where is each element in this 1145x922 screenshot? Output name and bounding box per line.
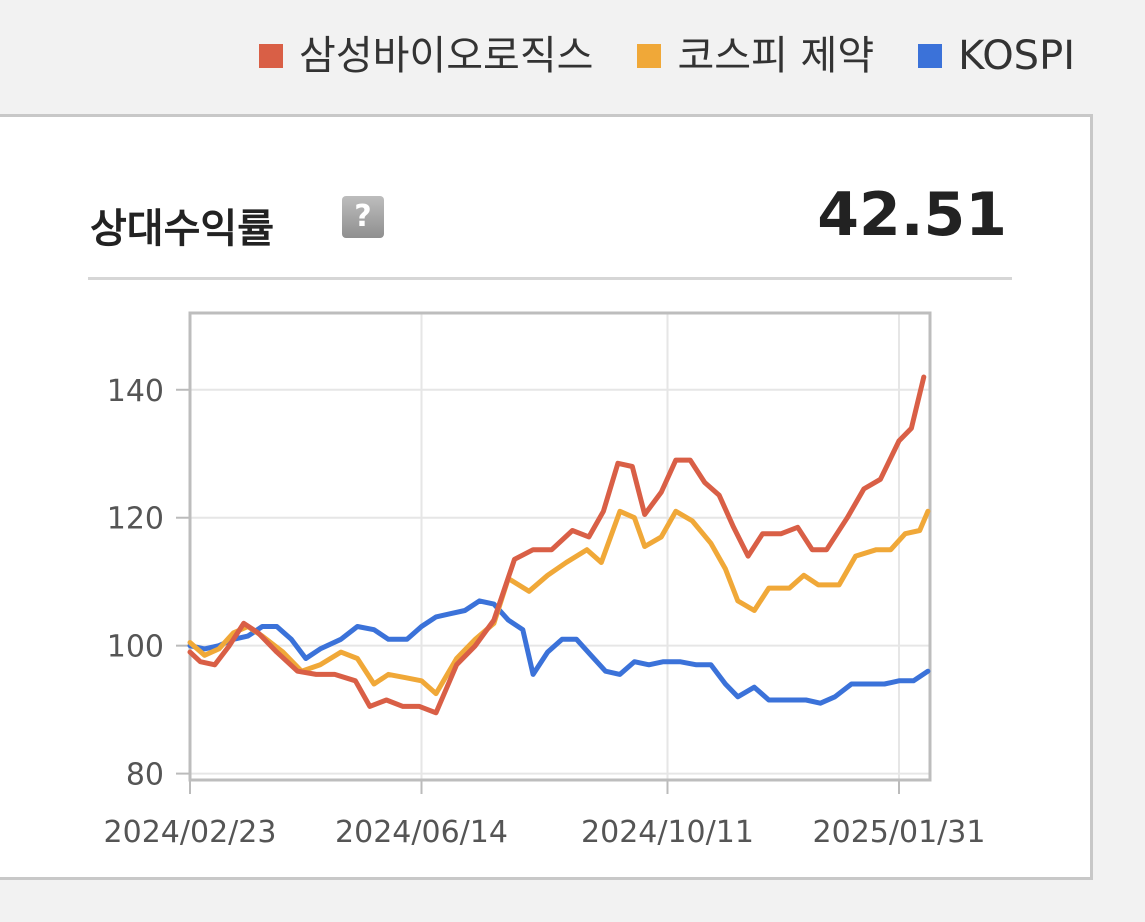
legend: 삼성바이오로직스 코스피 제약 KOSPI bbox=[0, 0, 1145, 112]
metric-label: 상대수익률 bbox=[90, 206, 274, 252]
y-tick-label: 140 bbox=[107, 374, 164, 409]
x-tick-label: 2025/01/31 bbox=[813, 815, 986, 850]
legend-swatch bbox=[637, 44, 662, 68]
plot-frame bbox=[188, 311, 932, 782]
y-tick-label: 120 bbox=[107, 502, 164, 537]
legend-swatch bbox=[259, 44, 284, 68]
legend-item: KOSPI bbox=[918, 36, 1075, 76]
legend-label: 삼성바이오로직스 bbox=[299, 33, 594, 79]
legend-swatch bbox=[918, 44, 943, 68]
legend-item: 삼성바이오로직스 bbox=[259, 36, 593, 76]
series-line-1 bbox=[187, 508, 931, 697]
x-tick-label: 2024/10/11 bbox=[581, 815, 754, 850]
y-tick-label: 80 bbox=[126, 758, 164, 793]
x-tick-label: 2024/02/23 bbox=[104, 815, 277, 850]
legend-label: KOSPI bbox=[958, 33, 1075, 79]
series-line-0 bbox=[187, 374, 927, 716]
metric-value: 42.51 bbox=[817, 180, 1007, 250]
divider bbox=[88, 277, 1012, 280]
y-tick-label: 100 bbox=[107, 630, 164, 665]
plot-area bbox=[190, 313, 930, 780]
x-tick-label: 2024/06/14 bbox=[335, 815, 508, 850]
series-line-2 bbox=[187, 598, 931, 706]
legend-label: 코스피 제약 bbox=[677, 33, 875, 79]
help-icon[interactable]: ? bbox=[342, 196, 384, 238]
legend-item: 코스피 제약 bbox=[637, 36, 874, 76]
